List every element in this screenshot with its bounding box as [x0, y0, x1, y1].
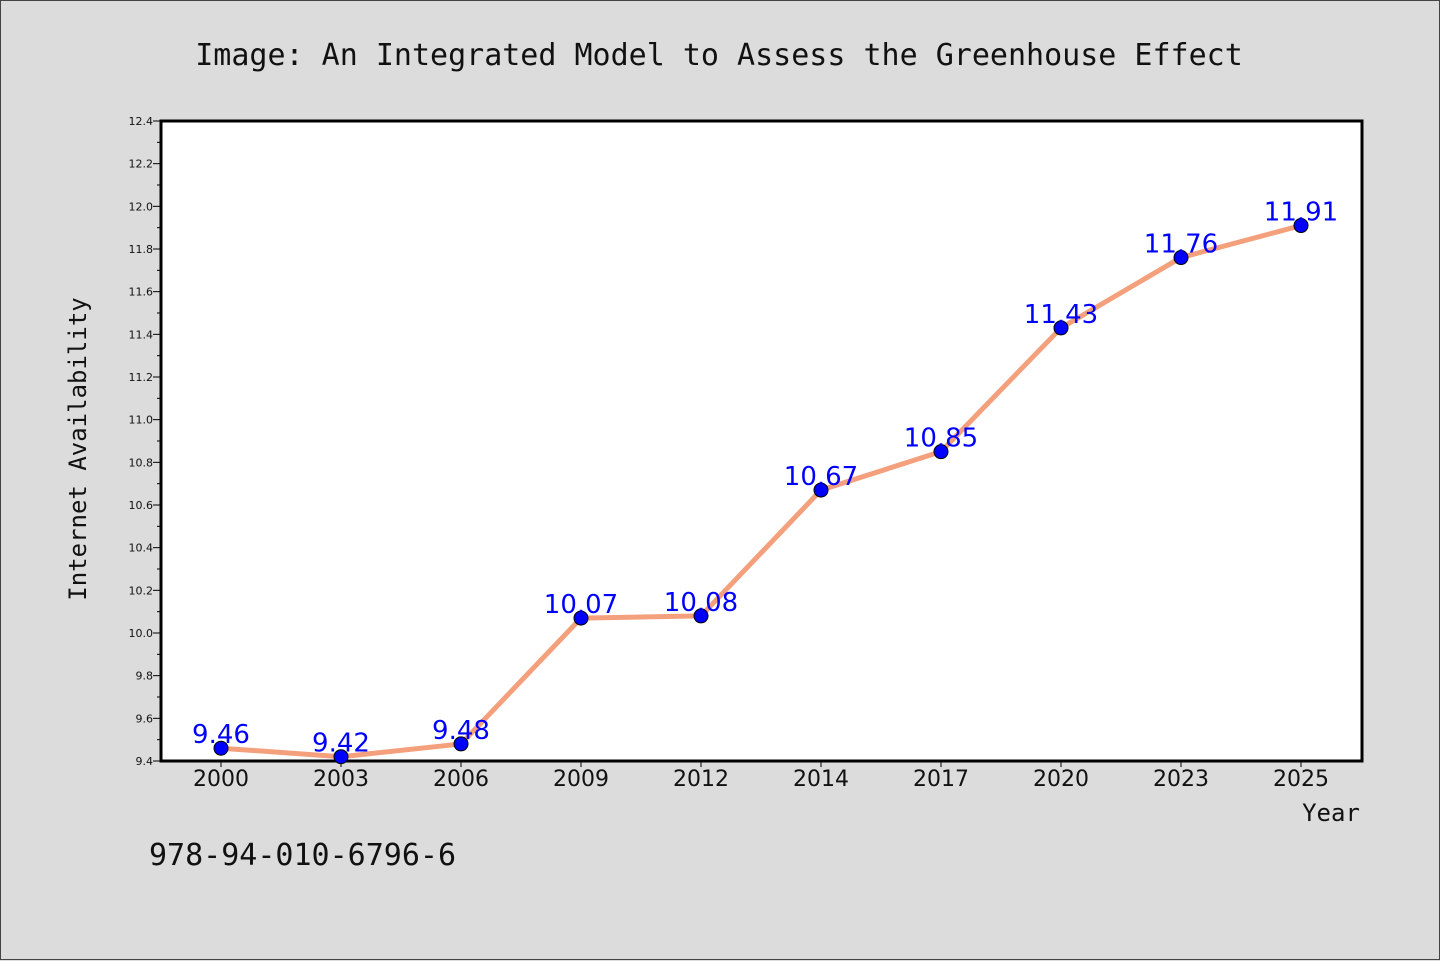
isbn-text: 978-94-010-6796-6 [149, 838, 456, 873]
data-point [1173, 250, 1189, 266]
data-label: 10.07 [544, 590, 618, 620]
x-tick-label: 2009 [553, 767, 609, 792]
data-point [333, 749, 349, 765]
data-point [693, 608, 709, 624]
data-point [813, 482, 829, 498]
y-tick-label: 11.6 [129, 286, 154, 299]
x-tick-label: 2023 [1153, 767, 1209, 792]
data-label: 10.08 [664, 588, 738, 618]
x-tick-label: 2014 [793, 767, 849, 792]
data-point [453, 736, 469, 752]
data-point [933, 444, 949, 460]
x-axis-label: Year [1302, 799, 1360, 827]
data-label: 9.48 [432, 716, 490, 746]
data-point [1053, 320, 1069, 336]
chart-title: Image: An Integrated Model to Assess the… [195, 38, 1243, 73]
data-label: 11.76 [1144, 230, 1218, 260]
y-tick-label: 10.0 [129, 627, 154, 640]
y-tick-label: 11.0 [129, 414, 154, 427]
markers-group [213, 218, 1309, 765]
y-tick-label: 9.4 [136, 755, 154, 768]
x-tick-label: 2020 [1033, 767, 1089, 792]
series-line-group [220, 223, 1302, 760]
data-label: 9.42 [312, 729, 370, 759]
data-label: 11.43 [1024, 300, 1098, 330]
y-tick-label: 11.8 [129, 243, 154, 256]
data-label: 10.85 [904, 424, 978, 454]
y-tick-label: 10.4 [129, 542, 154, 555]
data-labels-group: 9.46 9.42 9.48 10.07 10.08 10.67 10.85 11.43 11.… [192, 198, 1338, 759]
data-point [213, 740, 229, 756]
x-tick-label: 2012 [673, 767, 729, 792]
y-tick-label: 10.2 [129, 584, 154, 597]
y-tick-label: 12.0 [129, 200, 154, 213]
y-tick-label: 10.6 [129, 499, 154, 512]
x-tick-label: 2025 [1273, 767, 1329, 792]
y-tick-label: 11.2 [129, 371, 154, 384]
y-axis-label: Internet Availability [64, 297, 92, 600]
x-tick-label: 2017 [913, 767, 969, 792]
x-tick-label: 2006 [433, 767, 489, 792]
x-axis: 2000 2003 2006 2009 2012 2014 2017 2020 2023 2025 [193, 761, 1329, 792]
y-tick-label: 9.8 [136, 670, 154, 683]
data-point [1293, 218, 1309, 234]
x-tick-label: 2000 [193, 767, 249, 792]
y-axis: 9.4 9.6 9.8 10.0 10.2 10.4 10.6 10.8 11.0 11.2 11.… [129, 115, 161, 768]
data-point [573, 610, 589, 626]
y-tick-label: 12.2 [129, 158, 154, 171]
x-tick-label: 2003 [313, 767, 369, 792]
data-label: 10.67 [784, 462, 858, 492]
y-tick-label: 10.8 [129, 456, 154, 469]
y-tick-label: 11.4 [129, 328, 154, 341]
y-tick-label: 12.4 [129, 115, 154, 128]
y-tick-label: 9.6 [136, 712, 154, 725]
plot-area [159, 119, 1364, 763]
series-line [220, 223, 1302, 760]
data-label: 9.46 [192, 720, 250, 750]
data-label: 11.91 [1264, 198, 1338, 228]
